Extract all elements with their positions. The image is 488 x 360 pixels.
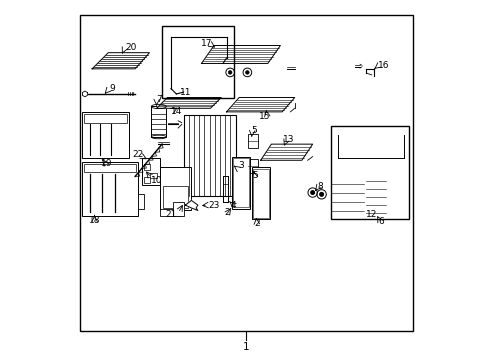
Text: 5: 5 xyxy=(252,171,258,180)
Bar xyxy=(231,157,249,209)
Bar xyxy=(82,162,138,216)
Polygon shape xyxy=(82,91,87,97)
Text: 3: 3 xyxy=(238,161,244,170)
Text: 7: 7 xyxy=(156,95,162,104)
Bar xyxy=(142,158,159,185)
Polygon shape xyxy=(92,53,149,69)
Bar xyxy=(144,177,149,183)
Text: 1: 1 xyxy=(243,342,249,352)
Bar xyxy=(233,158,248,207)
Polygon shape xyxy=(201,45,280,63)
Bar xyxy=(366,166,386,218)
Polygon shape xyxy=(226,98,294,112)
Text: 12: 12 xyxy=(366,210,377,219)
Circle shape xyxy=(319,193,323,196)
Text: 10: 10 xyxy=(151,176,162,185)
Text: 4: 4 xyxy=(230,201,236,210)
Text: 2: 2 xyxy=(254,219,259,228)
Bar xyxy=(403,140,407,146)
Bar xyxy=(247,134,258,148)
Polygon shape xyxy=(156,98,221,108)
Text: 19: 19 xyxy=(101,159,112,168)
Text: 2: 2 xyxy=(224,208,230,217)
Bar xyxy=(163,186,187,208)
Text: 20: 20 xyxy=(125,43,137,52)
Text: 22: 22 xyxy=(132,150,143,159)
Bar xyxy=(84,114,127,123)
Text: 17: 17 xyxy=(201,39,212,48)
Bar xyxy=(132,176,137,181)
Bar xyxy=(253,169,269,218)
Circle shape xyxy=(310,191,314,194)
Circle shape xyxy=(228,71,231,74)
Circle shape xyxy=(245,71,249,74)
Polygon shape xyxy=(260,144,312,160)
Text: 11: 11 xyxy=(179,87,191,96)
Bar xyxy=(162,26,233,98)
Text: 5: 5 xyxy=(251,126,257,135)
Polygon shape xyxy=(185,201,198,211)
Bar xyxy=(144,164,149,170)
Bar xyxy=(151,107,166,137)
Text: 8: 8 xyxy=(316,182,322,191)
Bar xyxy=(80,15,412,330)
Bar xyxy=(82,112,129,158)
Bar xyxy=(138,194,144,209)
Bar xyxy=(247,159,258,173)
Bar xyxy=(332,167,362,217)
Bar xyxy=(333,140,337,146)
Bar xyxy=(160,210,182,216)
Bar xyxy=(183,116,235,196)
Bar xyxy=(403,149,407,155)
Text: 6: 6 xyxy=(378,217,384,226)
Bar xyxy=(150,173,156,178)
Text: 23: 23 xyxy=(208,201,220,210)
Bar xyxy=(330,166,363,218)
Bar xyxy=(333,149,337,155)
Bar xyxy=(330,126,408,220)
Bar xyxy=(252,167,270,220)
Text: 16: 16 xyxy=(377,62,388,71)
Text: 15: 15 xyxy=(258,112,269,121)
Text: 13: 13 xyxy=(282,135,293,144)
Bar xyxy=(172,202,183,216)
Bar xyxy=(367,167,384,217)
Text: 9: 9 xyxy=(109,84,115,93)
Text: 21: 21 xyxy=(164,210,176,219)
Text: 18: 18 xyxy=(89,216,101,225)
Text: 14: 14 xyxy=(170,107,182,116)
Bar xyxy=(160,167,190,211)
Bar xyxy=(84,164,136,172)
